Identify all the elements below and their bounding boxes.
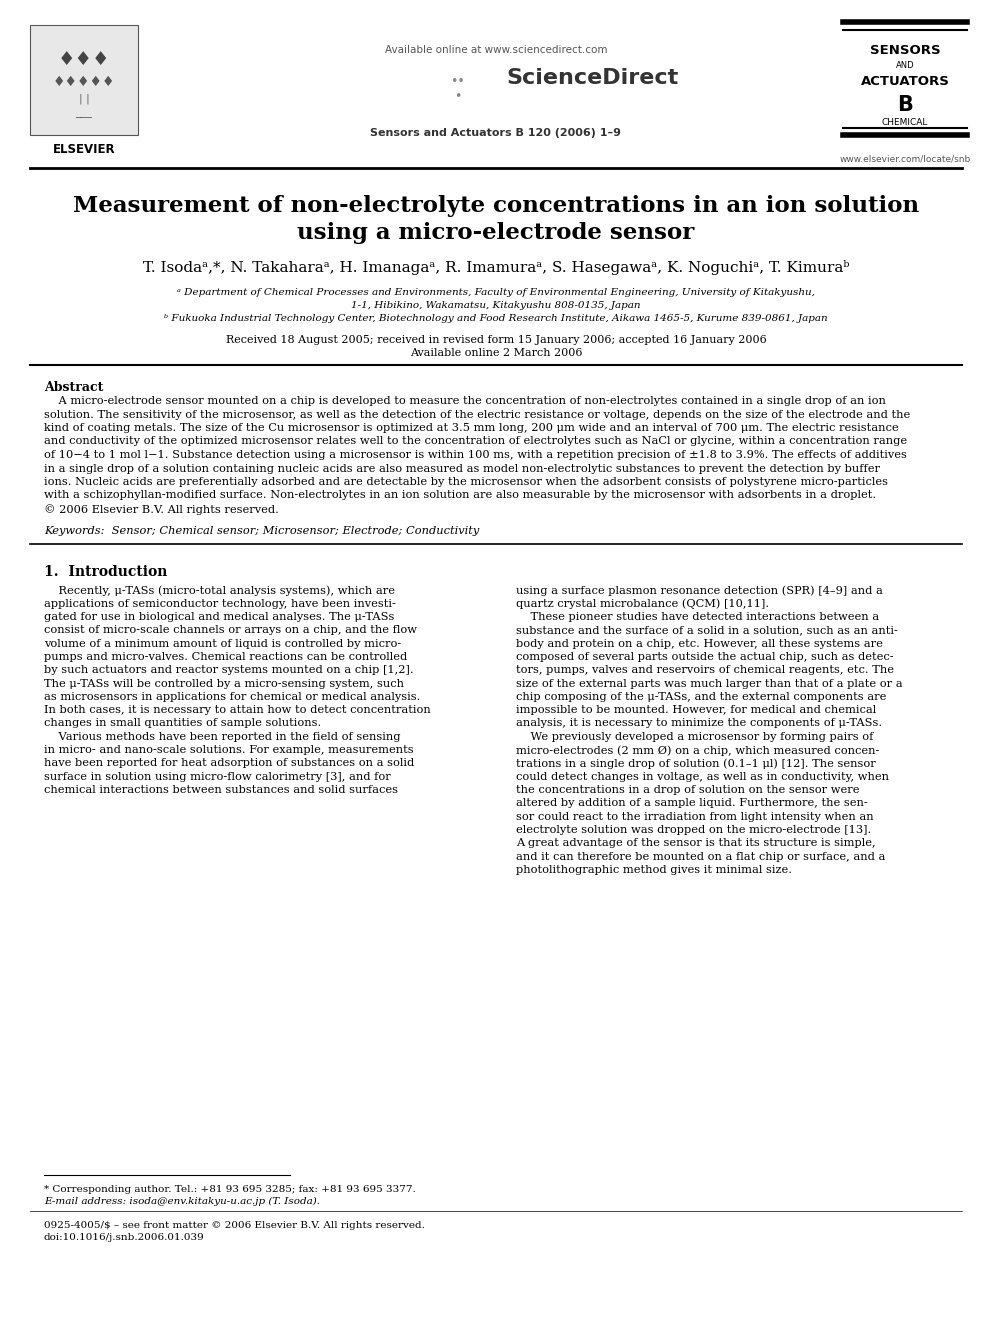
Text: CHEMICAL: CHEMICAL bbox=[882, 118, 929, 127]
Text: A great advantage of the sensor is that its structure is simple,: A great advantage of the sensor is that … bbox=[516, 839, 876, 848]
Text: Abstract: Abstract bbox=[44, 381, 103, 394]
Text: SENSORS: SENSORS bbox=[870, 44, 940, 57]
Text: 0925-4005/$ – see front matter © 2006 Elsevier B.V. All rights reserved.: 0925-4005/$ – see front matter © 2006 El… bbox=[44, 1221, 425, 1230]
Text: and it can therefore be mounted on a flat chip or surface, and a: and it can therefore be mounted on a fla… bbox=[516, 852, 886, 861]
Text: T. Isodaᵃ,*, N. Takaharaᵃ, H. Imanagaᵃ, R. Imamuraᵃ, S. Hasegawaᵃ, K. Noguchiᵃ, : T. Isodaᵃ,*, N. Takaharaᵃ, H. Imanagaᵃ, … bbox=[143, 261, 849, 275]
Text: kind of coating metals. The size of the Cu microsensor is optimized at 3.5 mm lo: kind of coating metals. The size of the … bbox=[44, 423, 899, 433]
Text: ♦♦♦♦♦: ♦♦♦♦♦ bbox=[53, 75, 115, 89]
Text: body and protein on a chip, etc. However, all these systems are: body and protein on a chip, etc. However… bbox=[516, 639, 883, 648]
Text: substance and the surface of a solid in a solution, such as an anti-: substance and the surface of a solid in … bbox=[516, 626, 898, 635]
Text: volume of a minimum amount of liquid is controlled by micro-: volume of a minimum amount of liquid is … bbox=[44, 639, 401, 648]
Text: © 2006 Elsevier B.V. All rights reserved.: © 2006 Elsevier B.V. All rights reserved… bbox=[44, 504, 279, 515]
Text: solution. The sensitivity of the microsensor, as well as the detection of the el: solution. The sensitivity of the microse… bbox=[44, 410, 911, 419]
Text: impossible to be mounted. However, for medical and chemical: impossible to be mounted. However, for m… bbox=[516, 705, 876, 716]
Text: B: B bbox=[897, 95, 913, 115]
Text: We previously developed a microsensor by forming pairs of: We previously developed a microsensor by… bbox=[516, 732, 873, 742]
Text: as microsensors in applications for chemical or medical analysis.: as microsensors in applications for chem… bbox=[44, 692, 421, 703]
Text: of 10−4 to 1 mol l−1. Substance detection using a microsensor is within 100 ms, : of 10−4 to 1 mol l−1. Substance detectio… bbox=[44, 450, 907, 460]
Text: ♦♦♦: ♦♦♦ bbox=[58, 50, 110, 69]
Text: ions. Nucleic acids are preferentially adsorbed and are detectable by the micros: ions. Nucleic acids are preferentially a… bbox=[44, 478, 888, 487]
Text: In both cases, it is necessary to attain how to detect concentration: In both cases, it is necessary to attain… bbox=[44, 705, 431, 716]
Text: ••
•: •• • bbox=[450, 75, 465, 103]
Text: 1.  Introduction: 1. Introduction bbox=[44, 565, 168, 579]
Text: ᵃ Department of Chemical Processes and Environments, Faculty of Environmental En: ᵃ Department of Chemical Processes and E… bbox=[177, 288, 815, 296]
Text: quartz crystal microbalance (QCM) [10,11].: quartz crystal microbalance (QCM) [10,11… bbox=[516, 599, 769, 610]
Text: trations in a single drop of solution (0.1–1 μl) [12]. The sensor: trations in a single drop of solution (0… bbox=[516, 758, 876, 769]
Text: Measurement of non-electrolyte concentrations in an ion solution: Measurement of non-electrolyte concentra… bbox=[73, 194, 919, 217]
Text: ScienceDirect: ScienceDirect bbox=[506, 67, 679, 89]
Text: have been reported for heat adsorption of substances on a solid: have been reported for heat adsorption o… bbox=[44, 758, 415, 769]
Text: gated for use in biological and medical analyses. The μ-TASs: gated for use in biological and medical … bbox=[44, 613, 395, 622]
Text: ᵇ Fukuoka Industrial Technology Center, Biotechnology and Food Research Institut: ᵇ Fukuoka Industrial Technology Center, … bbox=[165, 314, 827, 323]
Text: photolithographic method gives it minimal size.: photolithographic method gives it minima… bbox=[516, 865, 792, 875]
Text: AND: AND bbox=[896, 61, 915, 70]
Text: sor could react to the irradiation from light intensity when an: sor could react to the irradiation from … bbox=[516, 811, 874, 822]
Text: consist of micro-scale channels or arrays on a chip, and the flow: consist of micro-scale channels or array… bbox=[44, 626, 417, 635]
Text: altered by addition of a sample liquid. Furthermore, the sen-: altered by addition of a sample liquid. … bbox=[516, 798, 868, 808]
Text: micro-electrodes (2 mm Ø) on a chip, which measured concen-: micro-electrodes (2 mm Ø) on a chip, whi… bbox=[516, 745, 879, 755]
Text: * Corresponding author. Tel.: +81 93 695 3285; fax: +81 93 695 3377.: * Corresponding author. Tel.: +81 93 695… bbox=[44, 1185, 416, 1193]
Text: and conductivity of the optimized microsensor relates well to the concentration : and conductivity of the optimized micros… bbox=[44, 437, 907, 446]
Text: in micro- and nano-scale solutions. For example, measurements: in micro- and nano-scale solutions. For … bbox=[44, 745, 414, 755]
Text: tors, pumps, valves and reservoirs of chemical reagents, etc. The: tors, pumps, valves and reservoirs of ch… bbox=[516, 665, 894, 675]
Text: analysis, it is necessary to minimize the components of μ-TASs.: analysis, it is necessary to minimize th… bbox=[516, 718, 882, 729]
Text: These pioneer studies have detected interactions between a: These pioneer studies have detected inte… bbox=[516, 613, 879, 622]
Text: applications of semiconductor technology, have been investi-: applications of semiconductor technology… bbox=[44, 599, 396, 609]
Text: Available online at www.sciencedirect.com: Available online at www.sciencedirect.co… bbox=[385, 45, 607, 56]
Text: ACTUATORS: ACTUATORS bbox=[861, 75, 949, 89]
Text: doi:10.1016/j.snb.2006.01.039: doi:10.1016/j.snb.2006.01.039 bbox=[44, 1233, 204, 1242]
Text: A micro-electrode sensor mounted on a chip is developed to measure the concentra: A micro-electrode sensor mounted on a ch… bbox=[44, 396, 886, 406]
Text: Received 18 August 2005; received in revised form 15 January 2006; accepted 16 J: Received 18 August 2005; received in rev… bbox=[225, 335, 767, 345]
Text: surface in solution using micro-flow calorimetry [3], and for: surface in solution using micro-flow cal… bbox=[44, 771, 391, 782]
Text: with a schizophyllan-modified surface. Non-electrolytes in an ion solution are a: with a schizophyllan-modified surface. N… bbox=[44, 491, 876, 500]
Text: Available online 2 March 2006: Available online 2 March 2006 bbox=[410, 348, 582, 359]
Text: www.elsevier.com/locate/snb: www.elsevier.com/locate/snb bbox=[839, 155, 970, 164]
Text: chip composing of the μ-TASs, and the external components are: chip composing of the μ-TASs, and the ex… bbox=[516, 692, 887, 703]
Text: pumps and micro-valves. Chemical reactions can be controlled: pumps and micro-valves. Chemical reactio… bbox=[44, 652, 408, 662]
Text: E-mail address: isoda@env.kitakyu-u.ac.jp (T. Isoda).: E-mail address: isoda@env.kitakyu-u.ac.j… bbox=[44, 1197, 320, 1207]
Text: could detect changes in voltage, as well as in conductivity, when: could detect changes in voltage, as well… bbox=[516, 771, 889, 782]
Text: changes in small quantities of sample solutions.: changes in small quantities of sample so… bbox=[44, 718, 321, 729]
Text: 1-1, Hibikino, Wakamatsu, Kitakyushu 808-0135, Japan: 1-1, Hibikino, Wakamatsu, Kitakyushu 808… bbox=[351, 302, 641, 310]
Text: the concentrations in a drop of solution on the sensor were: the concentrations in a drop of solution… bbox=[516, 785, 859, 795]
Text: Sensors and Actuators B 120 (2006) 1–9: Sensors and Actuators B 120 (2006) 1–9 bbox=[370, 128, 622, 138]
Text: using a surface plasmon resonance detection (SPR) [4–9] and a: using a surface plasmon resonance detect… bbox=[516, 586, 883, 597]
Text: Recently, μ-TASs (micro-total analysis systems), which are: Recently, μ-TASs (micro-total analysis s… bbox=[44, 586, 395, 597]
Text: electrolyte solution was dropped on the micro-electrode [13].: electrolyte solution was dropped on the … bbox=[516, 826, 871, 835]
Text: using a micro-electrode sensor: using a micro-electrode sensor bbox=[298, 222, 694, 243]
Text: chemical interactions between substances and solid surfaces: chemical interactions between substances… bbox=[44, 785, 398, 795]
Text: Various methods have been reported in the field of sensing: Various methods have been reported in th… bbox=[44, 732, 401, 742]
Text: ___: ___ bbox=[75, 108, 92, 118]
Text: | |: | | bbox=[78, 93, 89, 103]
Text: ELSEVIER: ELSEVIER bbox=[53, 143, 115, 156]
Text: composed of several parts outside the actual chip, such as detec-: composed of several parts outside the ac… bbox=[516, 652, 894, 662]
Text: size of the external parts was much larger than that of a plate or a: size of the external parts was much larg… bbox=[516, 679, 903, 688]
Bar bbox=[30, 25, 138, 135]
Text: The μ-TASs will be controlled by a micro-sensing system, such: The μ-TASs will be controlled by a micro… bbox=[44, 679, 404, 688]
Text: by such actuators and reactor systems mounted on a chip [1,2].: by such actuators and reactor systems mo… bbox=[44, 665, 414, 675]
Text: in a single drop of a solution containing nucleic acids are also measured as mod: in a single drop of a solution containin… bbox=[44, 463, 880, 474]
Text: Keywords:  Sensor; Chemical sensor; Microsensor; Electrode; Conductivity: Keywords: Sensor; Chemical sensor; Micro… bbox=[44, 525, 479, 536]
